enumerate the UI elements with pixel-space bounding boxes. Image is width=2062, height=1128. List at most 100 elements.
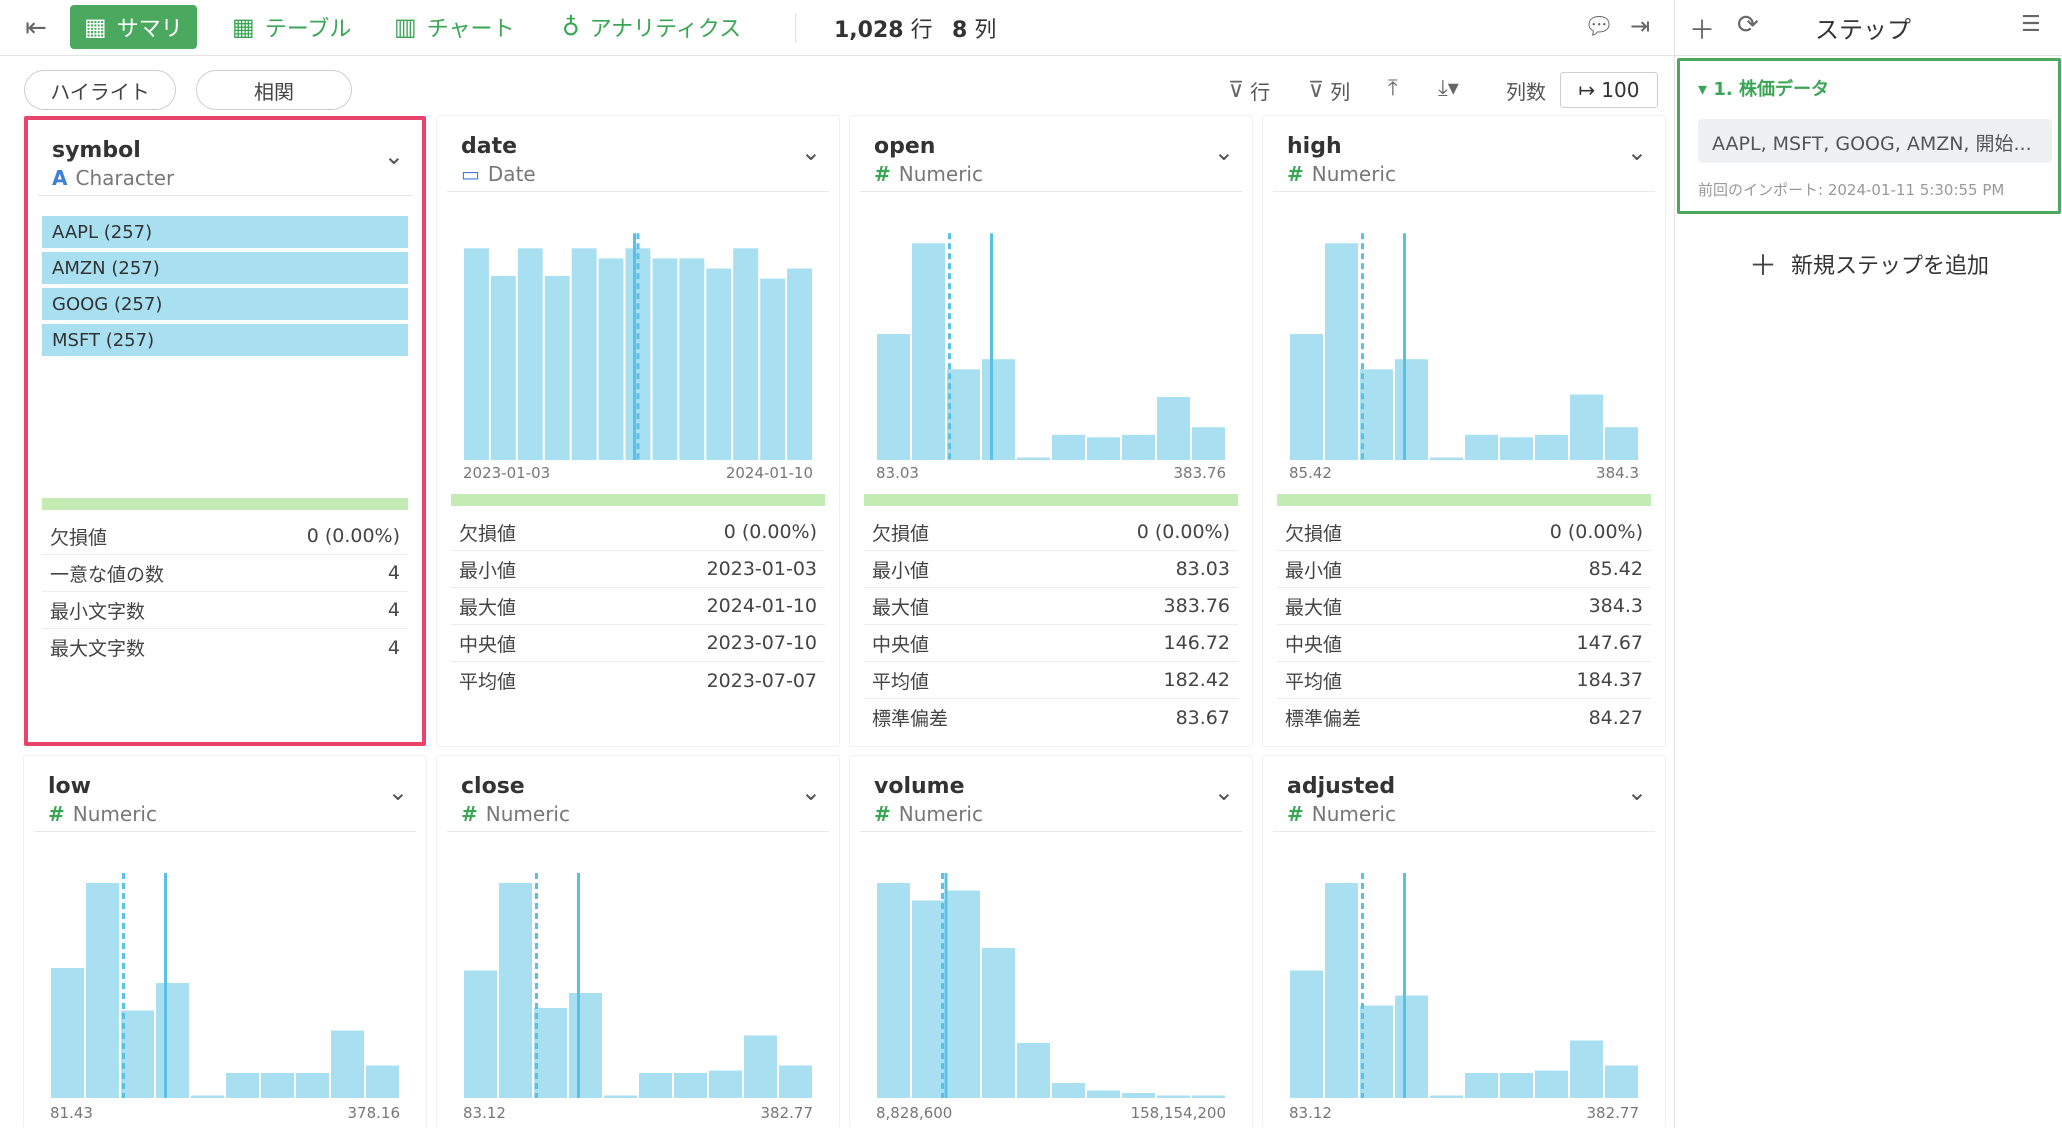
histogram[interactable]: [463, 208, 813, 460]
histogram-bar[interactable]: [1430, 457, 1463, 461]
filter-columns-button[interactable]: ⊽ 列: [1308, 76, 1350, 105]
histogram-bar[interactable]: [1430, 1095, 1463, 1099]
histogram-bar[interactable]: [604, 1095, 637, 1099]
histogram-bar[interactable]: [947, 369, 980, 460]
histogram-bar[interactable]: [296, 1073, 329, 1098]
histogram-bar[interactable]: [121, 1010, 154, 1099]
histogram-bar[interactable]: [982, 359, 1015, 460]
histogram-bar[interactable]: [517, 248, 543, 460]
highlight-button[interactable]: ハイライト: [24, 70, 176, 110]
tab-analytics[interactable]: ♁ アナリティクス: [548, 5, 755, 49]
category-row[interactable]: MSFT (257): [42, 324, 408, 356]
histogram-bar[interactable]: [1087, 1090, 1120, 1099]
histogram-bar[interactable]: [1325, 883, 1358, 1098]
comment-icon[interactable]: 💬︎: [1584, 12, 1615, 40]
histogram-bar[interactable]: [226, 1073, 259, 1098]
column-card-close[interactable]: close # Numeric ⌄ 83.12 382.77: [437, 756, 839, 1128]
histogram-bar[interactable]: [760, 278, 786, 460]
histogram[interactable]: [876, 848, 1226, 1098]
histogram-bar[interactable]: [1087, 437, 1120, 460]
histogram-bar[interactable]: [1017, 457, 1050, 461]
histogram-bar[interactable]: [499, 883, 532, 1098]
histogram-bar[interactable]: [464, 970, 497, 1099]
histogram-bar[interactable]: [1122, 1093, 1155, 1098]
correlation-button[interactable]: 相関: [196, 70, 352, 110]
histogram-bar[interactable]: [534, 1008, 567, 1098]
histogram-bar[interactable]: [912, 243, 945, 460]
histogram-bar[interactable]: [1192, 427, 1225, 460]
histogram-bar[interactable]: [1395, 359, 1428, 460]
histogram-bar[interactable]: [706, 268, 732, 461]
chevron-down-icon[interactable]: ⌄: [1213, 778, 1234, 806]
histogram-bar[interactable]: [464, 248, 489, 460]
histogram[interactable]: [50, 848, 400, 1098]
histogram-bar[interactable]: [1157, 397, 1190, 460]
column-card-volume[interactable]: volume # Numeric ⌄ 8,828,600 158,154,200: [850, 756, 1252, 1128]
add-step-button[interactable]: ＋ 新規ステップを追加: [1749, 244, 1989, 284]
histogram-bar[interactable]: [779, 1065, 812, 1099]
histogram-bar[interactable]: [709, 1070, 742, 1099]
histogram-bar[interactable]: [261, 1073, 294, 1098]
chevron-down-icon[interactable]: ⌄: [387, 778, 408, 806]
histogram[interactable]: [1289, 208, 1639, 460]
column-card-open[interactable]: open # Numeric ⌄ 83.03 383.76 欠損値 0 (0.00%) 最小値 8…: [850, 116, 1252, 746]
chevron-down-icon[interactable]: ⌄: [1626, 778, 1647, 806]
histogram-bar[interactable]: [1500, 1073, 1533, 1098]
histogram-bar[interactable]: [1017, 1043, 1050, 1098]
histogram-bar[interactable]: [571, 248, 597, 460]
histogram-bar[interactable]: [1570, 1040, 1603, 1099]
histogram-bar[interactable]: [787, 268, 812, 461]
histogram[interactable]: [1289, 848, 1639, 1098]
sort-ascending-button[interactable]: ⤒: [1388, 76, 1398, 101]
histogram-bar[interactable]: [652, 258, 678, 460]
settings-sliders-icon[interactable]: ☰: [2021, 12, 2041, 37]
histogram-bar[interactable]: [733, 248, 759, 460]
histogram-bar[interactable]: [51, 968, 84, 1098]
histogram-bar[interactable]: [1605, 1065, 1638, 1099]
histogram-bar[interactable]: [1052, 1083, 1085, 1098]
chevron-down-icon[interactable]: ⌄: [1626, 138, 1647, 166]
category-row[interactable]: GOOG (257): [42, 288, 408, 320]
category-row[interactable]: AMZN (257): [42, 252, 408, 284]
histogram-bar[interactable]: [544, 276, 570, 460]
histogram-bar[interactable]: [679, 258, 705, 460]
histogram-bar[interactable]: [1605, 427, 1638, 460]
column-card-date[interactable]: date ▭ Date ⌄ 2023-01-03 2024-01-10 欠損値 0 (0.00…: [437, 116, 839, 746]
histogram-bar[interactable]: [490, 276, 516, 460]
histogram-bar[interactable]: [86, 883, 119, 1098]
histogram-bar[interactable]: [1360, 1005, 1393, 1099]
refresh-icon[interactable]: ⟳: [1737, 10, 1759, 40]
chevron-down-icon[interactable]: ⌄: [800, 778, 821, 806]
column-card-adjusted[interactable]: adjusted # Numeric ⌄ 83.12 382.77: [1263, 756, 1665, 1128]
histogram[interactable]: [463, 848, 813, 1098]
tab-summary[interactable]: ▦ サマリ: [70, 5, 197, 49]
collapse-left-icon[interactable]: ⇤: [25, 13, 47, 43]
histogram-bar[interactable]: [1465, 434, 1498, 460]
column-card-high[interactable]: high # Numeric ⌄ 85.42 384.3 欠損値 0 (0.00%) 最小値 85…: [1263, 116, 1665, 746]
sort-descending-button[interactable]: ⤓▾: [1438, 76, 1459, 101]
histogram-bar[interactable]: [1192, 1095, 1225, 1099]
histogram-bar[interactable]: [982, 948, 1015, 1098]
category-row[interactable]: AAPL (257): [42, 216, 408, 248]
histogram-bar[interactable]: [1290, 970, 1323, 1099]
histogram-bar[interactable]: [1157, 1095, 1190, 1099]
histogram-bar[interactable]: [1052, 434, 1085, 460]
histogram-bar[interactable]: [1535, 1070, 1568, 1099]
histogram-bar[interactable]: [1465, 1073, 1498, 1098]
filter-rows-button[interactable]: ⊽ 行: [1228, 76, 1270, 105]
collapse-right-icon[interactable]: ⇥: [1630, 12, 1651, 40]
histogram-bar[interactable]: [674, 1073, 707, 1098]
histogram-bar[interactable]: [1360, 369, 1393, 460]
chevron-down-icon[interactable]: ⌄: [1213, 138, 1234, 166]
histogram-bar[interactable]: [569, 993, 602, 1098]
histogram-bar[interactable]: [639, 1073, 672, 1098]
histogram-bar[interactable]: [598, 258, 624, 460]
histogram-bar[interactable]: [912, 900, 945, 1099]
step-card[interactable]: ▾ 1. 株価データ AAPL, MSFT, GOOG, AMZN, 開始...…: [1677, 58, 2061, 214]
histogram-bar[interactable]: [1570, 394, 1603, 461]
tab-table[interactable]: ▦ テーブル: [218, 5, 365, 49]
histogram-bar[interactable]: [1500, 437, 1533, 460]
column-card-low[interactable]: low # Numeric ⌄ 81.43 378.16: [24, 756, 426, 1128]
histogram-bar[interactable]: [1395, 995, 1428, 1099]
column-card-symbol[interactable]: symbol A Character ⌄ AAPL (257) AMZN (257) GOO…: [24, 116, 426, 746]
